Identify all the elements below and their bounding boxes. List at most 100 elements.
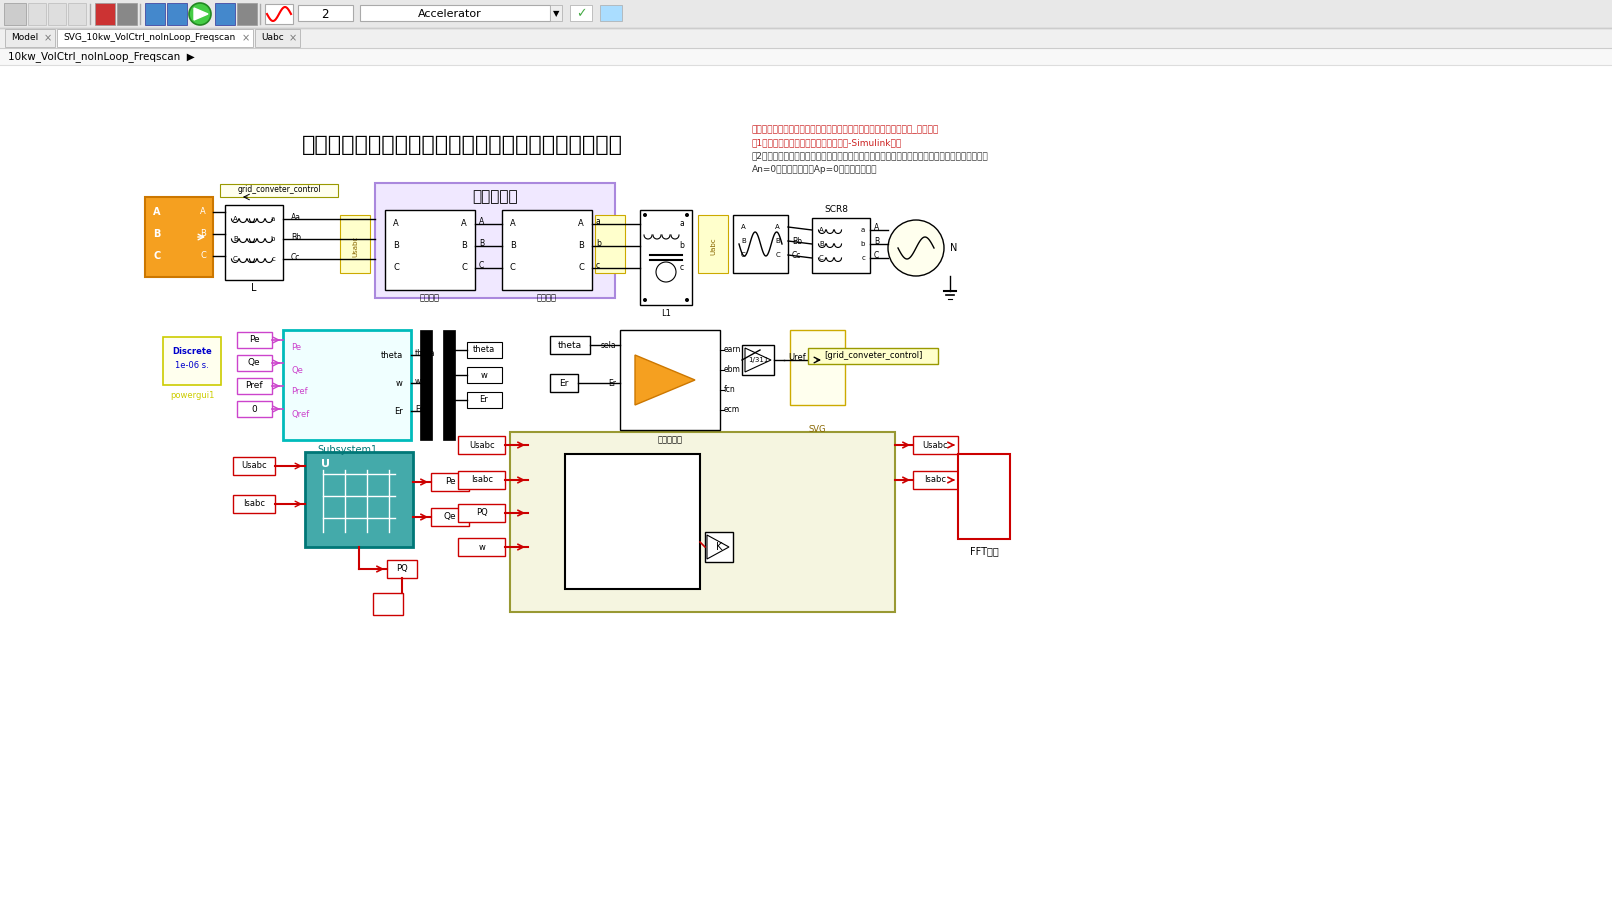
- Text: Uabc: Uabc: [709, 238, 716, 255]
- Text: b: b: [679, 241, 683, 250]
- Text: Discrete: Discrete: [172, 346, 211, 356]
- Text: b: b: [861, 241, 866, 247]
- Bar: [808, 348, 938, 364]
- Text: Isabc: Isabc: [924, 475, 946, 484]
- Text: theta: theta: [414, 348, 435, 357]
- Bar: [467, 367, 501, 383]
- Bar: [0, 48, 1612, 65]
- Text: 10kw_VolCtrl_noInLoop_Freqscan  ▶: 10kw_VolCtrl_noInLoop_Freqscan ▶: [8, 52, 195, 63]
- Text: 1/311: 1/311: [748, 357, 769, 363]
- Text: 2: 2: [321, 7, 329, 21]
- Text: FFT频谱: FFT频谱: [970, 546, 998, 556]
- Bar: [359, 5, 550, 21]
- Text: U: U: [321, 459, 329, 469]
- Bar: [600, 5, 622, 21]
- Text: Uref: Uref: [788, 353, 806, 362]
- Text: A: A: [200, 208, 206, 217]
- Text: A: A: [479, 217, 484, 226]
- Text: 0: 0: [251, 405, 256, 414]
- Text: b: b: [271, 236, 276, 242]
- Text: C: C: [234, 256, 237, 262]
- Text: An=0，扫描正序阻抗Ap=0，扫描负序阻抗: An=0，扫描正序阻抗Ap=0，扫描负序阻抗: [753, 164, 877, 173]
- Text: Er: Er: [395, 406, 403, 415]
- Text: （1）仿真内容：用机器程序主机运行序-Simulink仿真: （1）仿真内容：用机器程序主机运行序-Simulink仿真: [753, 139, 903, 148]
- Bar: [733, 215, 788, 273]
- Text: B: B: [461, 241, 467, 250]
- Bar: [214, 3, 235, 25]
- Text: Qe: Qe: [248, 358, 260, 367]
- Bar: [387, 560, 418, 578]
- Text: 虚拟同步发电机接入弱电网的序阻抗建模与稳定性分析: 虚拟同步发电机接入弱电网的序阻抗建模与稳定性分析: [301, 135, 622, 155]
- Text: Er: Er: [559, 378, 569, 387]
- Text: Pe: Pe: [445, 477, 455, 486]
- Circle shape: [888, 220, 945, 276]
- Text: Pe: Pe: [292, 344, 301, 353]
- Bar: [812, 218, 870, 273]
- Bar: [467, 342, 501, 358]
- Bar: [912, 436, 958, 454]
- Text: Usabc: Usabc: [469, 441, 495, 450]
- Text: C: C: [874, 250, 879, 259]
- Bar: [501, 210, 592, 290]
- Bar: [0, 28, 1612, 48]
- Bar: [458, 504, 505, 522]
- Bar: [237, 378, 272, 394]
- Text: a: a: [679, 219, 683, 229]
- Bar: [264, 4, 293, 24]
- Text: （2）可对自己设置扫描范围、扫描点数，复现的程序低频段有些许差异，中高频段基本完全对应，: （2）可对自己设置扫描范围、扫描点数，复现的程序低频段有些许差异，中高频段基本完…: [753, 151, 988, 161]
- Bar: [237, 332, 272, 348]
- Text: C: C: [742, 252, 746, 258]
- Text: earn: earn: [724, 346, 742, 355]
- Text: PQ: PQ: [397, 564, 408, 573]
- Text: 锁相计算器: 锁相计算器: [658, 435, 682, 444]
- Bar: [640, 210, 692, 305]
- Text: A: A: [234, 216, 237, 222]
- Polygon shape: [745, 348, 771, 372]
- Polygon shape: [635, 355, 695, 405]
- Text: Qref: Qref: [292, 409, 310, 418]
- Bar: [237, 3, 256, 25]
- Text: B: B: [819, 241, 824, 247]
- Text: Er: Er: [608, 378, 616, 387]
- Text: Er: Er: [480, 395, 488, 405]
- Text: A: A: [742, 224, 746, 230]
- Text: Accelerator: Accelerator: [418, 9, 482, 19]
- Text: ×: ×: [289, 33, 297, 43]
- Text: Usabc: Usabc: [922, 441, 948, 450]
- Bar: [704, 532, 733, 562]
- Circle shape: [643, 298, 646, 302]
- Bar: [168, 3, 187, 25]
- Text: P: P: [825, 349, 832, 358]
- Text: B: B: [479, 239, 484, 248]
- Bar: [219, 184, 339, 197]
- Text: Usabc: Usabc: [242, 462, 268, 471]
- Bar: [550, 374, 579, 392]
- Bar: [305, 452, 413, 547]
- Text: B: B: [509, 241, 516, 250]
- Text: Bb: Bb: [292, 232, 301, 241]
- Text: theta: theta: [558, 340, 582, 349]
- Text: Pref: Pref: [245, 382, 263, 391]
- Bar: [340, 215, 371, 273]
- Text: Usabc: Usabc: [351, 236, 358, 257]
- Text: Isabc: Isabc: [243, 500, 264, 509]
- Text: 正序扰动: 正序扰动: [421, 294, 440, 303]
- Bar: [698, 215, 729, 273]
- Text: Subsystem1: Subsystem1: [318, 445, 377, 455]
- Text: B: B: [200, 229, 206, 239]
- Text: C: C: [461, 264, 467, 272]
- Text: A: A: [579, 219, 584, 229]
- Text: ×: ×: [242, 33, 250, 43]
- Text: powergui1: powergui1: [169, 391, 214, 399]
- Text: Qe: Qe: [292, 366, 303, 375]
- Text: c: c: [596, 260, 600, 269]
- Text: Model: Model: [11, 34, 39, 43]
- Text: L1: L1: [661, 308, 671, 317]
- Text: fcn: fcn: [724, 385, 735, 395]
- Text: b: b: [596, 239, 601, 248]
- Bar: [443, 330, 455, 440]
- Bar: [255, 29, 300, 47]
- Text: grid_conveter_control: grid_conveter_control: [237, 186, 321, 194]
- Text: a: a: [596, 217, 601, 226]
- Bar: [95, 3, 114, 25]
